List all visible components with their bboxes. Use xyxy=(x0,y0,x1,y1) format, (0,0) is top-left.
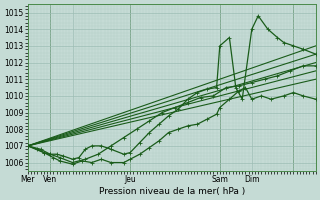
X-axis label: Pression niveau de la mer( hPa ): Pression niveau de la mer( hPa ) xyxy=(99,187,245,196)
